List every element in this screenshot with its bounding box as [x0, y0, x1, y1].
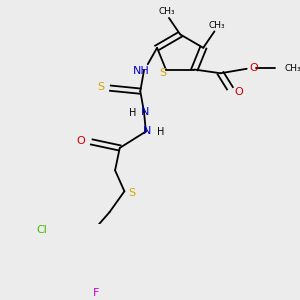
Text: Cl: Cl [36, 225, 47, 235]
Text: H: H [129, 108, 137, 118]
Text: S: S [97, 82, 104, 92]
Text: O: O [250, 63, 258, 73]
Text: S: S [128, 188, 135, 198]
Text: N: N [141, 107, 149, 117]
Text: F: F [93, 288, 100, 298]
Text: NH: NH [133, 66, 150, 76]
Text: N: N [142, 127, 151, 136]
Text: S: S [160, 68, 167, 77]
Text: O: O [235, 87, 243, 97]
Text: CH₃: CH₃ [159, 8, 176, 16]
Text: CH₃: CH₃ [284, 64, 300, 73]
Text: CH₃: CH₃ [208, 21, 225, 30]
Text: H: H [157, 127, 164, 137]
Text: O: O [76, 136, 85, 146]
